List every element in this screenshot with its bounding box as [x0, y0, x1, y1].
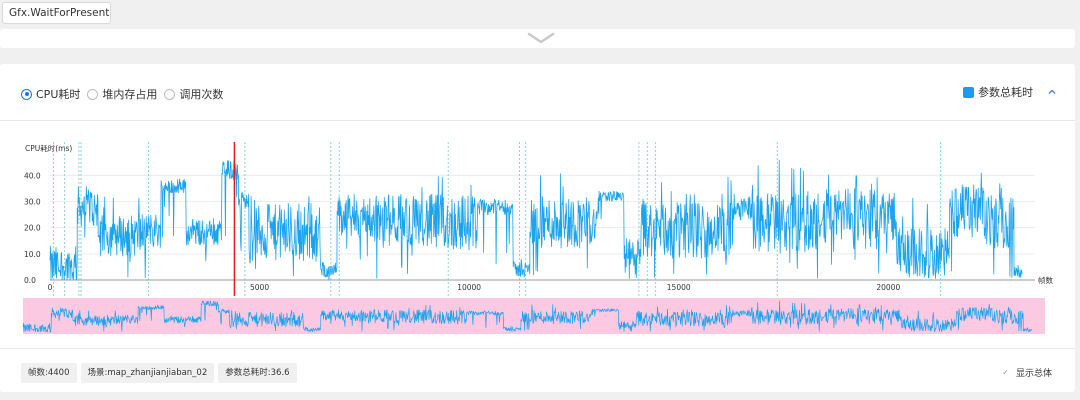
legend-swatch	[963, 86, 974, 98]
radio-circle-icon	[87, 88, 99, 100]
x-tick-label: 10000	[457, 283, 481, 292]
collapse-bar[interactable]	[0, 29, 1075, 48]
radio-circle-icon	[21, 88, 32, 100]
radio-heap-memory[interactable]: 堆内存占用	[87, 86, 157, 102]
function-dropdown-label: Gfx.WaitForPresent	[9, 7, 110, 19]
chevron-up-icon[interactable]	[1047, 87, 1057, 97]
x-tick-label: 20000	[876, 283, 900, 292]
y-tick-label: 0.0	[24, 276, 36, 285]
function-dropdown[interactable]: Gfx.WaitForPresent	[2, 2, 111, 35]
y-tick-label: 40.0	[24, 171, 41, 180]
chevron-down-icon[interactable]	[526, 31, 556, 45]
radio-call-count[interactable]: 调用次数	[164, 86, 223, 102]
radio-label: 调用次数	[179, 88, 224, 101]
y-tick-label: 30.0	[24, 197, 41, 206]
scene-chip: 场景:map_zhanjianjiaban_02	[80, 363, 215, 383]
radio-label: CPU耗时	[36, 88, 81, 101]
x-tick-label: 15000	[667, 283, 691, 292]
param-time-chip: 参数总耗时:36.6	[218, 363, 297, 383]
overview-series-line	[22, 300, 1032, 334]
x-axis-label: 帧数	[1038, 275, 1054, 285]
show-total-toggle[interactable]: ✓ 显示总体	[1001, 366, 1052, 379]
y-tick-label: 20.0	[24, 224, 41, 233]
info-chips: 帧数:4400 场景:map_zhanjianjiaban_02 参数总耗时:3…	[21, 363, 301, 383]
y-tick-label: 10.0	[24, 250, 41, 259]
chart-legend[interactable]: 参数总耗时	[963, 84, 1057, 100]
radio-circle-icon	[164, 88, 176, 100]
x-tick-label: 5000	[250, 283, 269, 292]
metric-radio-group: CPU耗时 堆内存占用 调用次数	[21, 86, 230, 102]
cpu-time-chart[interactable]: CPU耗时(ms) 帧数 0.0 10.0 20.0 30.0 40.0 0 5000 100…	[0, 134, 1075, 349]
legend-label: 参数总耗时	[978, 86, 1033, 99]
divider	[0, 348, 1075, 349]
frame-chip: 帧数:4400	[21, 363, 77, 383]
checkbox-check-icon[interactable]: ✓	[1002, 368, 1009, 377]
metric-panel: CPU耗时 堆内存占用 调用次数 参数总耗时 CPU耗时(ms) 帧数 0.0 1…	[0, 64, 1075, 392]
divider	[0, 120, 1075, 121]
radio-cpu-time[interactable]: CPU耗时	[21, 86, 80, 102]
series-line	[49, 159, 1023, 281]
y-axis-label: CPU耗时(ms)	[25, 143, 72, 153]
show-total-label: 显示总体	[1016, 369, 1053, 379]
x-tick-label: 0	[48, 283, 53, 292]
radio-label: 堆内存占用	[102, 88, 158, 101]
